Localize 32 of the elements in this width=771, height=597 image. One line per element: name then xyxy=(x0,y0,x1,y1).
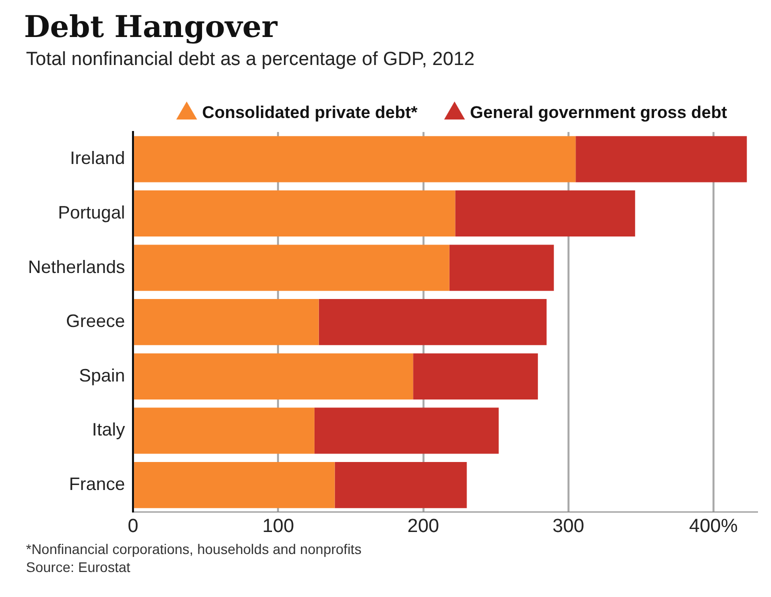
chart-title: Debt Hangover xyxy=(24,10,279,45)
y-tick-label: Ireland xyxy=(70,148,126,168)
bar xyxy=(455,190,636,237)
legend-label: Consolidated private debt* xyxy=(202,103,418,122)
x-tick-label: 0 xyxy=(128,516,138,537)
x-tick-label: 400% xyxy=(689,516,738,537)
x-tick-label: 300 xyxy=(552,516,584,537)
bar xyxy=(314,408,499,454)
bar xyxy=(134,136,576,182)
bar xyxy=(576,136,747,182)
chart-subtitle: Total nonfinancial debt as a percentage of GDP, 2012 xyxy=(26,49,476,71)
y-tick-label: Greece xyxy=(66,311,126,332)
x-tick-label: 200 xyxy=(407,516,440,537)
bar xyxy=(134,462,335,508)
bar xyxy=(413,353,538,400)
y-tick-label: Netherlands xyxy=(28,256,126,277)
bar xyxy=(134,299,319,346)
text: *Nonfinancial corporations, households and nonprofits xyxy=(26,541,362,557)
bar xyxy=(134,353,414,400)
bar xyxy=(449,244,554,291)
legend-label: General government gross debt xyxy=(470,103,728,122)
y-tick-label: France xyxy=(69,474,126,494)
bar xyxy=(134,190,456,237)
bar xyxy=(134,408,314,454)
bar xyxy=(134,244,450,291)
bar xyxy=(318,299,547,346)
bar xyxy=(334,462,467,508)
y-tick-label: Spain xyxy=(79,365,126,386)
source-note: Source: Eurostat xyxy=(26,559,132,575)
y-tick-label: Portugal xyxy=(58,202,126,222)
x-tick-label: 100 xyxy=(262,516,294,537)
y-tick-label: Italy xyxy=(92,420,126,440)
